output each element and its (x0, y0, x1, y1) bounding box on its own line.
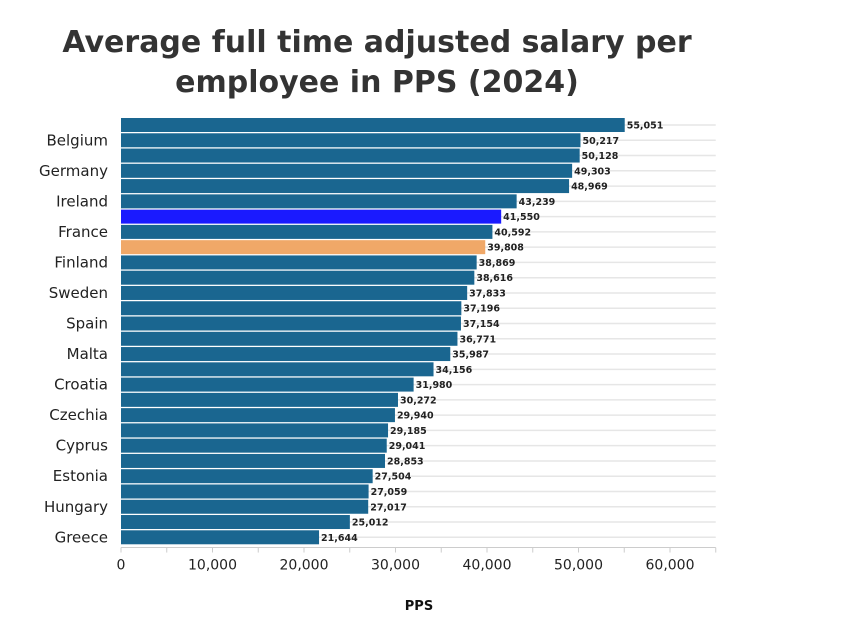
category-label: Estonia (53, 467, 108, 485)
x-tick-label: 60,000 (646, 558, 695, 574)
data-label: 38,869 (479, 258, 516, 269)
data-label: 27,059 (371, 487, 408, 498)
x-tick-label: 50,000 (554, 558, 603, 574)
data-label: 25,012 (352, 518, 389, 529)
category-label: Croatia (54, 376, 108, 394)
data-label: 38,616 (476, 273, 513, 284)
category-label: Spain (66, 315, 108, 333)
bar[interactable] (121, 194, 517, 209)
data-label: 37,154 (463, 319, 500, 330)
data-label: 27,017 (370, 502, 407, 513)
data-label: 29,940 (397, 411, 434, 422)
chart-title-line-1: Average full time adjusted salary per (62, 25, 692, 60)
bar[interactable] (121, 331, 458, 346)
bar[interactable] (121, 377, 414, 392)
data-label: 36,771 (459, 334, 496, 345)
data-label: 43,239 (519, 197, 556, 208)
category-label: Ireland (56, 192, 108, 210)
x-tick-label: 30,000 (371, 558, 420, 574)
x-tick-label: 0 (117, 558, 126, 574)
bar[interactable] (121, 179, 570, 194)
data-label: 30,272 (400, 395, 437, 406)
bar[interactable] (121, 316, 461, 331)
data-label: 40,592 (494, 227, 531, 238)
bar[interactable] (121, 408, 395, 423)
bar[interactable] (121, 392, 398, 407)
data-label: 37,833 (469, 288, 506, 299)
data-label: 35,987 (452, 350, 489, 361)
data-label: 31,980 (416, 380, 453, 391)
data-label: 29,185 (390, 426, 427, 437)
category-label: Czechia (49, 406, 108, 424)
bar[interactable] (121, 423, 389, 438)
bar[interactable] (121, 209, 502, 224)
bar[interactable] (121, 224, 493, 239)
data-label: 41,550 (503, 212, 540, 223)
x-tick-label: 40,000 (463, 558, 512, 574)
data-label: 21,644 (321, 533, 358, 544)
chart-title-line-2: employee in PPS (2024) (175, 65, 579, 100)
data-label: 50,128 (582, 151, 619, 162)
category-label: Malta (67, 345, 108, 363)
data-label: 28,853 (387, 456, 424, 467)
x-axis-label: PPS (405, 599, 433, 614)
data-label: 55,051 (627, 121, 664, 132)
bar[interactable] (121, 438, 387, 453)
data-label: 48,969 (571, 182, 608, 193)
data-label: 27,504 (375, 472, 412, 483)
data-label: 50,217 (582, 136, 619, 147)
bar[interactable] (121, 469, 373, 484)
bar[interactable] (121, 453, 386, 468)
x-tick-label: 20,000 (280, 558, 329, 574)
data-label: 37,196 (463, 304, 500, 315)
data-label: 29,041 (389, 441, 426, 452)
data-label: 49,303 (574, 166, 611, 177)
bar[interactable] (121, 347, 451, 362)
bar[interactable] (121, 133, 581, 148)
bar[interactable] (121, 148, 580, 163)
category-label: Sweden (49, 284, 108, 302)
bar[interactable] (121, 255, 477, 270)
bar[interactable] (121, 270, 475, 285)
category-label: Cyprus (56, 437, 109, 455)
category-label: Germany (39, 162, 108, 180)
category-label: Greece (55, 528, 108, 546)
bar[interactable] (121, 163, 573, 178)
data-label: 34,156 (436, 365, 473, 376)
category-label: France (58, 223, 108, 241)
data-label: 39,808 (487, 243, 524, 254)
bar[interactable] (121, 118, 625, 132)
bar[interactable] (121, 301, 462, 316)
bar[interactable] (121, 240, 486, 255)
category-label: Belgium (47, 131, 109, 149)
bar[interactable] (121, 499, 369, 514)
category-label: Hungary (44, 498, 108, 516)
bar[interactable] (121, 285, 468, 300)
bar[interactable] (121, 515, 350, 530)
x-tick-label: 10,000 (188, 558, 237, 574)
category-label: Finland (54, 253, 108, 271)
bar[interactable] (121, 530, 320, 545)
bar[interactable] (121, 362, 434, 377)
bar[interactable] (121, 484, 369, 499)
